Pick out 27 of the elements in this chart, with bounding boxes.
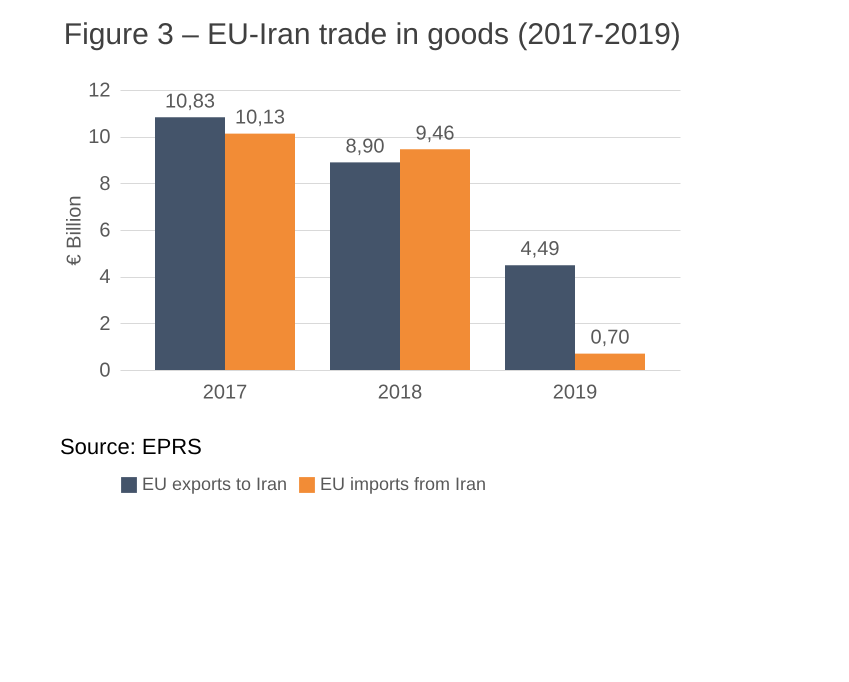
x-tick-label: 2018 <box>378 382 422 404</box>
data-label: 4,49 <box>520 238 560 260</box>
x-tick-label: 2019 <box>552 382 598 404</box>
bar <box>155 117 225 370</box>
legend-label: EU exports to Iran <box>142 474 288 494</box>
y-tick-label: 0 <box>99 360 110 382</box>
y-tick-label: 12 <box>88 80 110 102</box>
data-label: 0,70 <box>590 326 630 349</box>
source-note: Source: EPRS <box>60 434 202 459</box>
bar <box>505 265 575 370</box>
x-tick-label: 2017 <box>202 382 248 404</box>
y-tick-label: 6 <box>99 220 110 242</box>
bar <box>225 134 295 370</box>
bar <box>330 162 400 370</box>
y-axis-title: € Billion <box>63 195 86 266</box>
bar <box>400 149 470 370</box>
y-tick-label: 8 <box>99 172 110 195</box>
data-label: 10,83 <box>164 90 216 112</box>
data-label: 9,46 <box>416 122 454 144</box>
legend-label: EU imports from Iran <box>320 474 486 494</box>
data-label: 8,90 <box>346 135 384 158</box>
bar <box>575 354 645 370</box>
y-tick-label: 10 <box>88 126 110 148</box>
y-tick-label: 4 <box>99 266 110 288</box>
y-tick-label: 2 <box>99 312 110 335</box>
data-label: 10,13 <box>234 106 286 129</box>
chart-title: Figure 3 – EU-Iran trade in goods (2017-2019) <box>64 18 681 51</box>
